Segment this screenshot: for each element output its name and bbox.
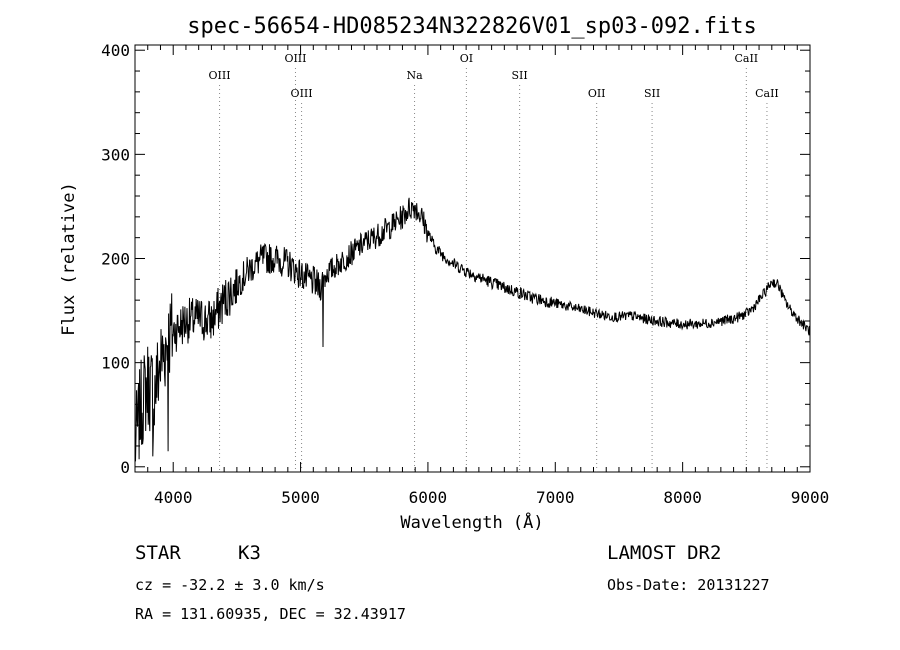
x-axis-label: Wavelength (Å) — [400, 511, 543, 533]
coordinates: RA = 131.60935, DEC = 32.43917 — [135, 605, 406, 623]
spectral-line-label: OI — [460, 52, 473, 65]
x-tick-label: 5000 — [281, 488, 320, 507]
y-tick-label: 0 — [120, 458, 130, 477]
y-axis-ticks: 0 100 200 300 400 — [101, 41, 810, 477]
spectral-line-label: SII — [512, 69, 528, 82]
spectral-line-label: CaII — [734, 52, 758, 65]
x-tick-label: 9000 — [791, 488, 830, 507]
plot-area — [134, 44, 811, 473]
object-class: STAR — [135, 542, 181, 564]
spectrum-series — [134, 197, 811, 462]
x-tick-label: 7000 — [536, 488, 575, 507]
y-tick-label: 100 — [101, 354, 130, 373]
y-tick-label: 300 — [101, 145, 130, 164]
y-tick-label: 400 — [101, 41, 130, 60]
x-tick-label: 8000 — [663, 488, 702, 507]
spectral-line-markers: OIII OIII OIII Na OI SII OII SII CaII CaII — [209, 52, 779, 472]
survey-name: LAMOST DR2 — [607, 542, 721, 564]
x-tick-label: 4000 — [154, 488, 193, 507]
spectral-line-label: Na — [406, 69, 423, 82]
plot-frame — [134, 44, 811, 473]
spectral-line-label: CaII — [755, 87, 779, 100]
observation-date: Obs-Date: 20131227 — [607, 576, 770, 594]
spectrum-line — [134, 197, 811, 462]
x-tick-label: 6000 — [409, 488, 448, 507]
redshift-cz: cz = -32.2 ± 3.0 km/s — [135, 576, 325, 594]
chart-title: spec-56654-HD085234N322826V01_sp03-092.f… — [187, 14, 757, 39]
y-tick-label: 200 — [101, 250, 130, 269]
spectral-line-label: OIII — [284, 52, 306, 65]
object-subclass: K3 — [238, 542, 261, 564]
x-axis-ticks: 4000 5000 6000 7000 8000 9000 — [134, 45, 830, 507]
y-axis-label: Flux (relative) — [59, 182, 79, 336]
spectral-line-label: OIII — [291, 87, 313, 100]
spectral-line-label: OII — [588, 87, 606, 100]
spectral-line-label: OIII — [209, 69, 231, 82]
spectral-line-label: SII — [644, 87, 660, 100]
